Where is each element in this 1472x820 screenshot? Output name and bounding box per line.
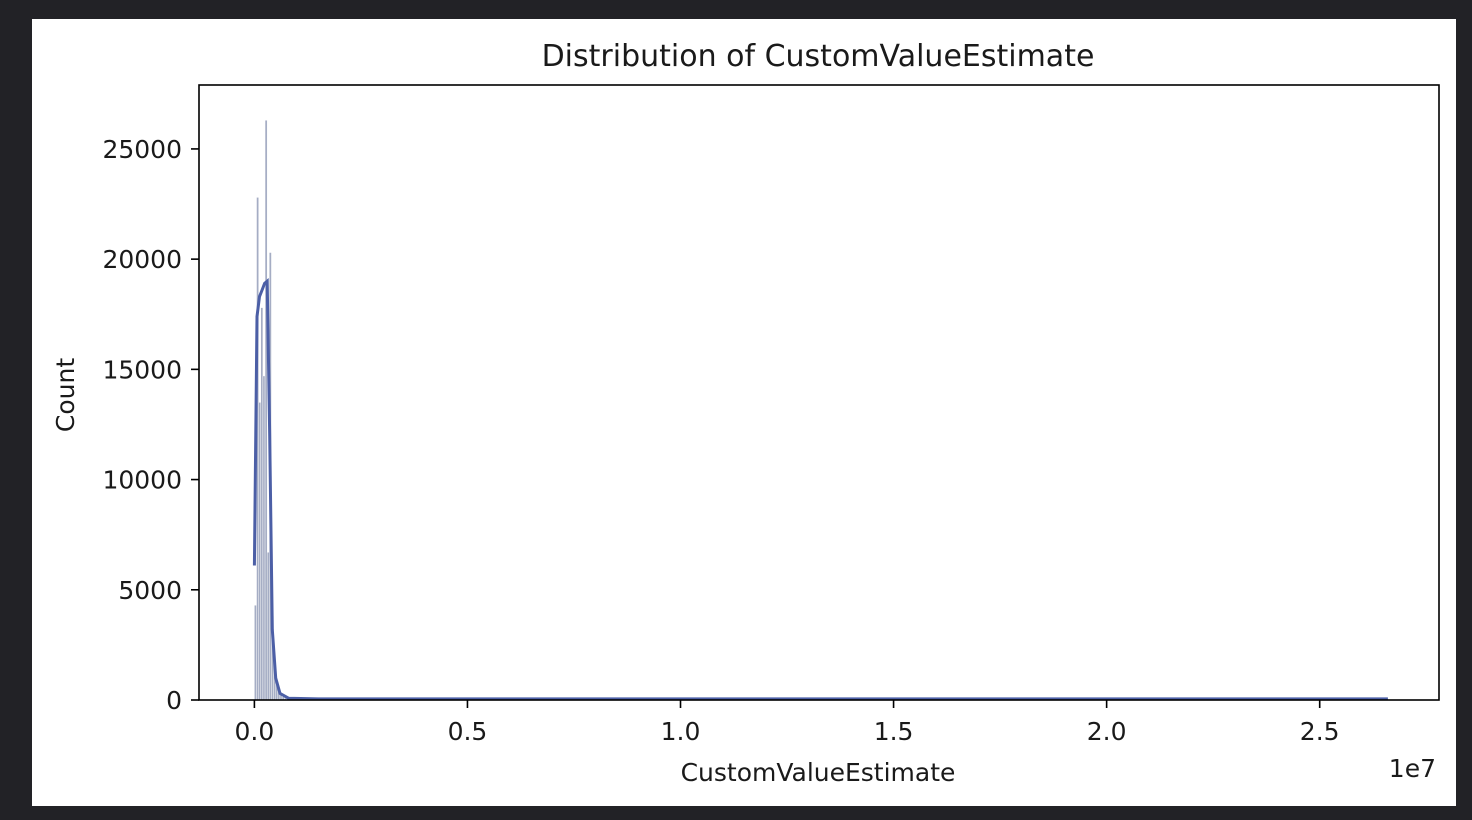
- plot-frame: [198, 84, 1440, 701]
- y-tick-label: 20000: [102, 245, 182, 274]
- y-axis-ticks: 0 5000 10000 15000 20000 25000: [102, 135, 199, 715]
- x-tick-label: 1.5: [874, 717, 914, 746]
- x-tick-label: 0.5: [448, 717, 488, 746]
- x-offset-label: 1e7: [1389, 754, 1436, 783]
- x-axis-ticks: 0.0 0.5 1.0 1.5 2.0 2.5: [235, 700, 1340, 746]
- histogram-bar: [262, 375, 266, 701]
- histogram-chart: Distribution of CustomValueEstimate Cust…: [51, 39, 1440, 787]
- y-tick-label: 0: [166, 686, 182, 715]
- x-tick-label: 2.0: [1087, 717, 1127, 746]
- y-tick-label: 25000: [102, 135, 182, 164]
- x-tick-label: 0.0: [235, 717, 275, 746]
- y-tick-label: 10000: [102, 466, 182, 495]
- chart-title: Distribution of CustomValueEstimate: [542, 39, 1095, 74]
- histogram-bar: [264, 120, 268, 701]
- y-axis-label: Count: [51, 358, 80, 432]
- kde-line: [252, 278, 1388, 701]
- histogram-bar: [258, 402, 261, 701]
- x-axis-label: CustomValueEstimate: [681, 758, 956, 787]
- y-tick-label: 15000: [102, 355, 182, 384]
- y-tick-label: 5000: [118, 576, 182, 605]
- x-tick-label: 1.0: [661, 717, 701, 746]
- histogram-bar: [254, 605, 257, 701]
- figure: Distribution of CustomValueEstimate Cust…: [32, 19, 1456, 806]
- x-tick-label: 2.5: [1300, 717, 1340, 746]
- histogram-bar: [266, 552, 270, 701]
- histogram-bar: [260, 307, 264, 701]
